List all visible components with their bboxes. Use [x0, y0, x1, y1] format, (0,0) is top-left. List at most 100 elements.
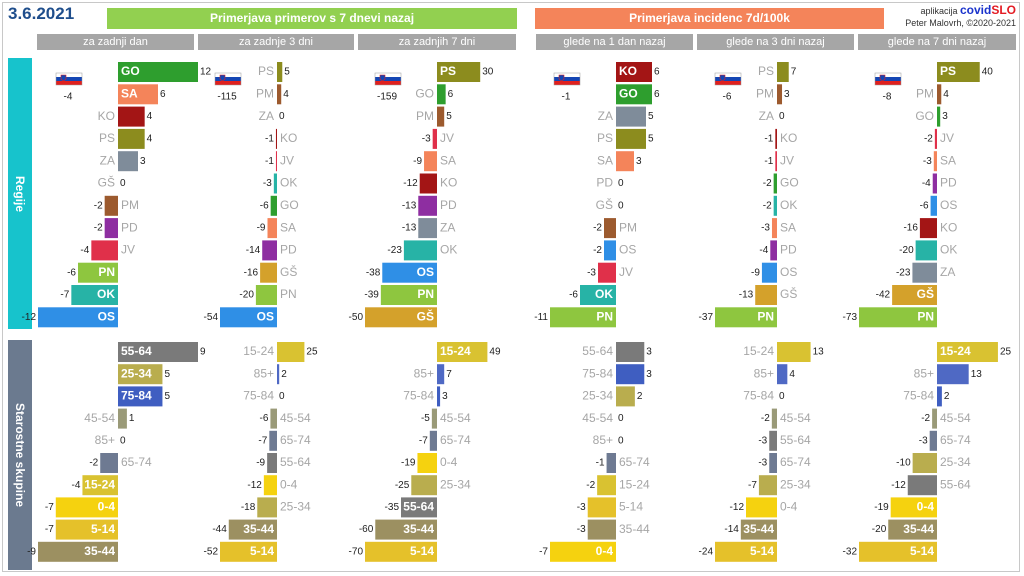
ages-inc-7d-bar-5-14 [859, 541, 937, 562]
ages-1d-category-0-4: 0-4 [98, 500, 116, 514]
ages-inc-3d-value-0-4: -12 [730, 502, 745, 513]
ages-1d-category-65-74: 65-74 [121, 455, 152, 469]
regions-1d-value-KO: 4 [147, 111, 153, 122]
column-header-1d: za zadnji dan [37, 34, 194, 50]
regions-1d-bar-OS [38, 307, 118, 328]
ages-inc-7d-value-15-24: 25 [1000, 347, 1012, 358]
ages-inc-3d-category-65-74: 65-74 [780, 455, 811, 469]
ages-inc-7d-value-65-74: -3 [919, 435, 928, 446]
regions-3d-bar-SA [267, 218, 277, 239]
regions-inc-7d-value-PD: -4 [922, 178, 931, 189]
ages-7d-category-65-74: 65-74 [440, 433, 471, 447]
ages-inc-7d-value-5-14: -32 [843, 546, 858, 557]
regions-inc-7d-value-KO: -16 [903, 223, 918, 234]
ages-inc-7d-bar-45-54 [932, 408, 937, 429]
ages-inc-7d-category-75-84: 75-84 [903, 389, 934, 403]
regions-inc-3d-bar-PN [715, 307, 777, 328]
regions-7d-value-OS: -38 [366, 267, 381, 278]
regions-7d-value-GO: 6 [448, 89, 454, 100]
regions-inc-1d-value-PS: 5 [648, 134, 654, 145]
regions-inc-7d-category-PN: PN [917, 309, 934, 323]
regions-3d-bar-PD [262, 240, 277, 261]
ages-1d-category-85+: 85+ [95, 433, 115, 447]
regions-1d-value-OK: -7 [60, 290, 69, 301]
ages-inc-1d-value-15-24: -2 [586, 480, 595, 491]
ages-inc-7d-category-65-74: 65-74 [940, 433, 971, 447]
regions-inc-7d-category-ZA: ZA [940, 265, 955, 279]
column-header-inc-7d: glede na 7 dni nazaj [858, 34, 1016, 50]
ages-inc-7d-category-55-64: 55-64 [940, 477, 971, 491]
ages-inc-3d-category-35-44: 35-44 [743, 522, 774, 536]
regions-3d-bar-JV [275, 151, 277, 172]
ages-inc-3d-value-85+: 4 [789, 369, 795, 380]
regions-1d-value-PN: -6 [67, 267, 76, 278]
ages-3d-value-15-24: 25 [306, 347, 318, 358]
regions-inc-3d-category-KO: KO [780, 131, 797, 145]
regions-1d-bar-GO [118, 62, 198, 82]
ages-7d-bar-75-84 [437, 386, 441, 407]
regions-inc-3d-category-OK: OK [780, 198, 797, 212]
regions-inc-1d-bar-OK [580, 285, 616, 305]
ages-inc-3d-value-15-24: 13 [813, 347, 825, 358]
regions-3d-slovenia-flag-icon [214, 72, 242, 86]
regions-inc-7d-value-GŠ: -42 [876, 290, 891, 301]
regions-1d-value-ZA: 3 [140, 156, 146, 167]
regions-1d-value-SA: 6 [160, 89, 166, 100]
ages-3d-value-45-54: -6 [260, 413, 269, 424]
ages-1d-value-15-24: -4 [72, 480, 81, 491]
regions-inc-1d-bar-SA [616, 151, 634, 172]
ages-7d-value-5-14: -70 [349, 546, 364, 557]
regions-1d-category-PN: PN [98, 265, 115, 279]
regions-7d-category-PD: PD [440, 198, 457, 212]
ages-3d-value-85+: 2 [281, 369, 287, 380]
regions-inc-1d-value-ZA: 5 [648, 111, 654, 122]
ages-1d-bar-15-24 [82, 475, 118, 496]
ages-inc-7d-category-35-44: 35-44 [903, 522, 934, 536]
regions-inc-3d-category-PS: PS [758, 64, 774, 78]
ages-1d-category-55-64: 55-64 [121, 344, 152, 358]
regions-inc-1d-category-PN: PN [596, 309, 613, 323]
regions-3d-total-label: -115 [217, 92, 237, 103]
regions-7d-bar-JV [432, 128, 437, 149]
ages-3d-category-35-44: 35-44 [243, 522, 274, 536]
regions-inc-7d-category-KO: KO [940, 220, 957, 234]
ages-inc-1d-bar-35-44 [587, 519, 616, 540]
ages-inc-7d-bar-65-74 [929, 430, 937, 451]
regions-7d-slovenia-flag-icon [374, 72, 402, 86]
ages-inc-7d-bar-55-64 [907, 475, 937, 496]
ages-inc-3d-category-45-54: 45-54 [780, 411, 811, 425]
regions-inc-7d-category-SA: SA [940, 153, 956, 167]
regions-7d-category-KO: KO [440, 176, 457, 190]
ages-7d-value-25-34: -25 [395, 480, 410, 491]
ages-inc-3d-value-75-84: 0 [779, 391, 785, 402]
ages-7d-category-5-14: 5-14 [410, 544, 434, 558]
regions-inc-1d-bar-PM [604, 218, 616, 239]
regions-3d-category-GO: GO [280, 198, 299, 212]
ages-inc-1d-category-15-24: 15-24 [619, 477, 650, 491]
ages-inc-1d-category-55-64: 55-64 [582, 344, 613, 358]
regions-inc-3d-value-OS: -9 [751, 267, 760, 278]
ages-inc-3d-bar-55-64 [769, 430, 777, 451]
regions-inc-1d-category-GO: GO [619, 86, 638, 100]
ages-inc-1d-category-5-14: 5-14 [619, 500, 643, 514]
ages-3d-value-5-14: -52 [204, 546, 219, 557]
regions-inc-1d-slovenia-flag-icon [553, 72, 581, 86]
ages-7d-value-45-54: -5 [421, 413, 430, 424]
ages-inc-3d-bar-0-4 [746, 497, 777, 518]
regions-inc-7d-value-SA: -3 [923, 156, 932, 167]
ages-3d-bar-25-34 [257, 497, 277, 518]
ages-7d-value-15-24: 49 [489, 347, 501, 358]
ages-inc-1d-bar-5-14 [587, 497, 616, 518]
regions-inc-3d-bar-OK [773, 195, 777, 216]
column-header-3d: za zadnje 3 dni [198, 34, 354, 50]
regions-inc-7d-category-GO: GO [915, 109, 934, 123]
ages-inc-3d-category-55-64: 55-64 [780, 433, 811, 447]
ages-3d-value-0-4: -12 [247, 480, 262, 491]
regions-3d-value-JV: -1 [265, 156, 274, 167]
ages-inc-1d-bar-55-64 [616, 342, 645, 362]
ages-inc-3d-category-0-4: 0-4 [780, 500, 798, 514]
regions-1d-total-label: -4 [64, 92, 73, 103]
regions-inc-3d-value-PM: 3 [784, 89, 790, 100]
